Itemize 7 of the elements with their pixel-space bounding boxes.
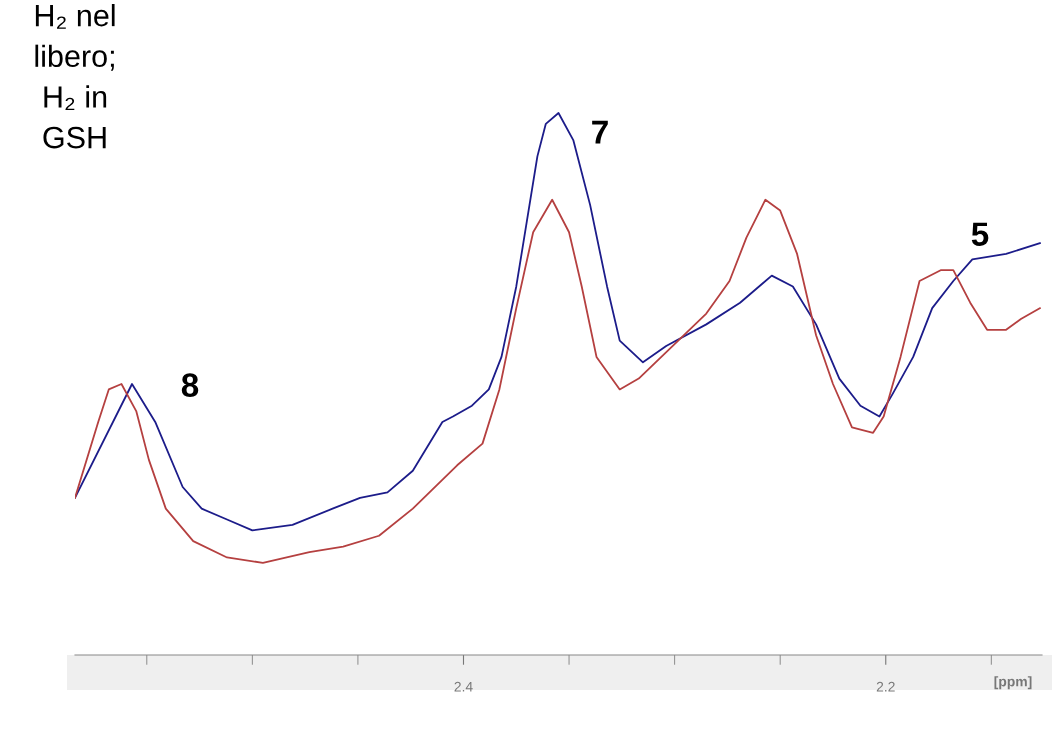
annotation: 7 <box>592 120 608 144</box>
x-tick-label: 2.2 <box>876 681 895 692</box>
annotation: H₂ nel libero; H₂ in GSH <box>35 4 115 149</box>
x-axis-title: [ppm] <box>994 676 1032 690</box>
x-tick-label: 2.4 <box>454 681 473 692</box>
annotation: 5 <box>971 222 989 246</box>
annotation: 8 <box>181 373 199 397</box>
